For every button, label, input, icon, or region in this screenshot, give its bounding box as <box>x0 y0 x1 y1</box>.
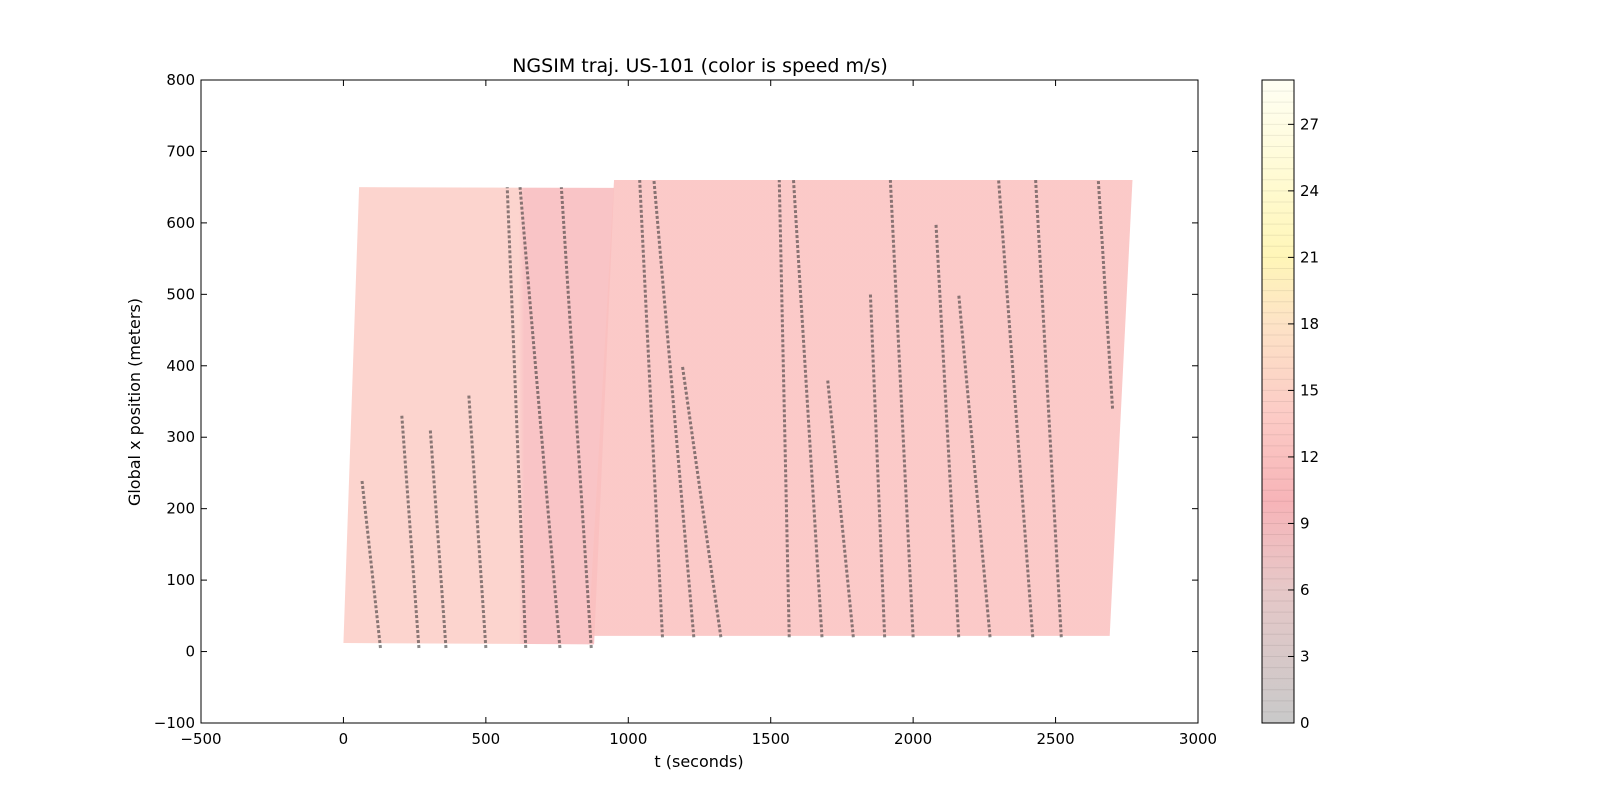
colorbar-tick-label: 18 <box>1300 315 1319 333</box>
congestion-wave <box>934 222 961 638</box>
congestion-wave <box>680 365 723 638</box>
colorbar-tick-label: 0 <box>1300 714 1310 732</box>
congestion-wave <box>638 179 664 638</box>
x-axis: −500 0 500 1000 1500 2000 2500 3000 <box>180 80 1217 748</box>
y-tick-label: −100 <box>154 714 195 732</box>
congestion-wave <box>467 394 488 649</box>
colorbar-tick-label: 3 <box>1300 647 1310 665</box>
plot-frame <box>200 79 1199 724</box>
congestion-wave <box>868 294 887 638</box>
y-tick-label: 300 <box>166 428 195 446</box>
colorbar-gradient <box>1262 80 1294 723</box>
x-tick-label: 0 <box>339 730 349 748</box>
congestion-wave <box>777 179 791 638</box>
y-tick-label: 600 <box>166 214 195 232</box>
congestion-wave <box>1034 179 1063 638</box>
colorbar-tick-label: 6 <box>1300 581 1310 599</box>
congestion-wave <box>518 187 562 649</box>
congestion-wave <box>997 179 1035 638</box>
y-tick-label: 700 <box>166 142 195 160</box>
congestion-waves <box>360 179 1115 649</box>
y-axis-label: Global x position (meters) <box>125 298 144 506</box>
x-tick-label: 2500 <box>1036 730 1074 748</box>
congestion-wave <box>360 479 382 649</box>
congestion-wave <box>1096 179 1115 409</box>
y-tick-label: 800 <box>166 71 195 89</box>
plot-area: −500 0 500 1000 1500 2000 2500 3000 −100 0 100 200… <box>154 71 1217 748</box>
chart-title: NGSIM traj. US-101 (color is speed m/s) <box>512 55 888 77</box>
colorbar-tick-label: 9 <box>1300 514 1310 532</box>
colorbar: 0 3 6 9 12 15 18 21 24 27 <box>1261 79 1319 732</box>
x-tick-label: 1500 <box>752 730 790 748</box>
y-tick-label: 100 <box>166 571 195 589</box>
colorbar-tick-label: 24 <box>1300 182 1319 200</box>
congestion-wave <box>792 179 824 638</box>
x-tick-label: 2000 <box>894 730 932 748</box>
congestion-wave <box>652 179 696 638</box>
colorbar-tick-label: 27 <box>1300 115 1319 133</box>
x-tick-label: 1000 <box>609 730 647 748</box>
x-tick-label: 3000 <box>1179 730 1217 748</box>
colorbar-axis: 0 3 6 9 12 15 18 21 24 27 <box>1288 115 1319 732</box>
y-axis: −100 0 100 200 300 400 500 600 700 800 <box>154 71 1198 732</box>
y-tick-label: 500 <box>166 285 195 303</box>
colorbar-tick-label: 15 <box>1300 381 1319 399</box>
colorbar-frame <box>1261 79 1295 724</box>
y-tick-label: 400 <box>166 357 195 375</box>
y-tick-label: 200 <box>166 500 195 518</box>
trajectory-region-period-1 <box>343 187 615 645</box>
congestion-wave <box>888 179 915 638</box>
trajectory-region-period-2 <box>588 180 1133 636</box>
x-tick-label: 500 <box>472 730 501 748</box>
congestion-wave <box>400 415 421 649</box>
congestion-wave <box>505 187 528 649</box>
x-axis-label: t (seconds) <box>654 752 743 771</box>
trajectory-regions <box>343 180 1133 645</box>
x-tick-label: −500 <box>180 730 221 748</box>
colorbar-tick-label: 21 <box>1300 248 1319 266</box>
congestion-wave <box>428 429 448 649</box>
congestion-wave <box>957 294 992 638</box>
colorbar-tick-label: 12 <box>1300 448 1319 466</box>
y-tick-label: 0 <box>185 643 195 661</box>
congestion-wave <box>559 187 593 649</box>
congestion-wave <box>826 379 855 638</box>
